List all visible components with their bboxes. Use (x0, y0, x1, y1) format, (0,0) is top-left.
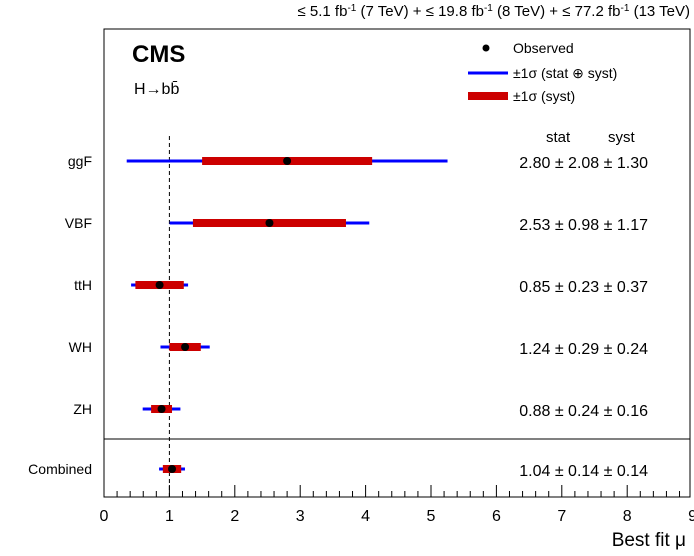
x-tick-label: 2 (230, 508, 239, 525)
category-label: ttH (74, 277, 92, 293)
value-label: 2.80 ± 2.08 ± 1.30 (519, 155, 648, 172)
luminosity-header: ≤ 5.1 fb-1 (7 TeV) + ≤ 19.8 fb-1 (8 TeV)… (298, 3, 691, 21)
legend-syst-label: ±1σ (syst) (513, 88, 575, 104)
data-rows: ggF 2.80 ± 2.08 ± 1.30 VBF 2.53 ± 0.98 ± 1.… (28, 153, 648, 480)
legend-observed-marker (482, 44, 490, 52)
observed-marker (155, 281, 164, 289)
lumi-post-2: (13 TeV) (629, 3, 690, 20)
lumi-sup-1: -1 (484, 3, 493, 14)
x-tick-label: 1 (165, 508, 174, 525)
x-tick-label: 0 (100, 508, 109, 525)
value-label: 0.85 ± 0.23 ± 0.37 (519, 279, 648, 296)
row-tth: ttH 0.85 ± 0.23 ± 0.37 (74, 277, 648, 296)
observed-marker (157, 405, 166, 413)
legend: Observed ±1σ (stat ⊕ syst) ±1σ (syst) (468, 40, 617, 104)
category-label: ZH (73, 401, 92, 417)
x-tick-label: 4 (361, 508, 370, 525)
experiment-label: CMS (132, 41, 185, 68)
observed-marker (265, 219, 274, 227)
lumi-part-1: ≤ 19.8 fb (426, 3, 484, 20)
lumi-post-0: (7 TeV) + (356, 3, 425, 20)
observed-marker (181, 343, 190, 351)
x-tick-label: 6 (492, 508, 501, 525)
value-label: 1.04 ± 0.14 ± 0.14 (519, 463, 648, 480)
x-tick-label: 5 (427, 508, 436, 525)
lumi-sup-0: -1 (347, 3, 356, 14)
stat-column-header: stat (546, 129, 571, 146)
x-axis-title: Best fit μ (612, 530, 686, 551)
row-vbf: VBF 2.53 ± 0.98 ± 1.17 (65, 215, 648, 234)
lumi-part-0: ≤ 5.1 fb (298, 3, 348, 20)
x-tick-label: 7 (557, 508, 566, 525)
channel-label: H→bb̄ (134, 81, 179, 98)
observed-marker (168, 465, 177, 473)
legend-observed-label: Observed (513, 40, 574, 56)
row-ggf: ggF 2.80 ± 2.08 ± 1.30 (68, 153, 648, 172)
legend-total-label: ±1σ (stat ⊕ syst) (513, 65, 617, 81)
value-label: 2.53 ± 0.98 ± 1.17 (519, 217, 648, 234)
lumi-sup-2: -1 (621, 3, 630, 14)
row-zh: ZH 0.88 ± 0.24 ± 0.16 (73, 401, 648, 420)
row-combined: Combined 1.04 ± 0.14 ± 0.14 (28, 461, 648, 480)
category-label: ggF (68, 153, 92, 169)
category-label: WH (69, 339, 92, 355)
plot-frame (103, 28, 691, 498)
value-label: 1.24 ± 0.29 ± 0.24 (519, 341, 648, 358)
x-tick-label: 8 (623, 508, 632, 525)
lumi-part-2: ≤ 77.2 fb (562, 3, 620, 20)
observed-marker (283, 157, 292, 165)
x-tick-label: 3 (296, 508, 305, 525)
syst-column-header: syst (608, 129, 636, 146)
lumi-post-1: (8 TeV) + (493, 3, 562, 20)
value-label: 0.88 ± 0.24 ± 0.16 (519, 403, 648, 420)
row-wh: WH 1.24 ± 0.29 ± 0.24 (69, 339, 648, 358)
x-axis: 0 1 2 3 4 5 6 7 8 9 (100, 485, 694, 525)
x-tick-label: 9 (688, 508, 694, 525)
category-label: Combined (28, 461, 92, 477)
category-label: VBF (65, 215, 92, 231)
